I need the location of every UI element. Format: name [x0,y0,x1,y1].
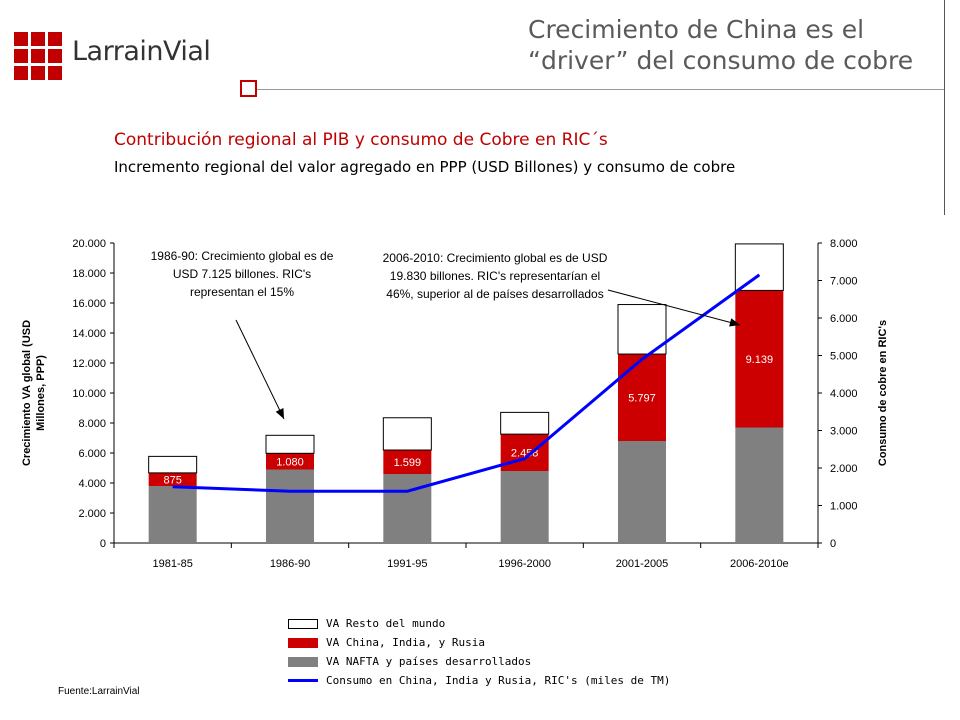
annotation-text: 2006-2010: Crecimiento global es de USD [383,251,608,265]
annotation-background [355,249,635,299]
bar-segment [383,474,432,543]
bar-data-label: 5.797 [628,393,656,405]
chart-section-title: Contribución regional al PIB y consumo d… [114,130,608,150]
y-tick-label: 20.000 [72,238,106,250]
y2-axis-title: Consumo de cobre en RIC's [877,320,889,466]
page-title: Crecimiento de China es el “driver” del … [528,14,948,76]
logo-text: LarrainVial [72,36,211,67]
y2-tick-label: 4.000 [830,388,858,400]
y-axis-title: Crecimiento VA global (USD Millones, PPP) [21,320,47,466]
legend-label-ric: VA China, India, y Rusia [326,636,485,649]
bar-segment [500,411,550,435]
source-note: Fuente:LarrainVial [58,686,140,697]
bar-data-label: 1.080 [276,456,304,468]
legend-item-nafta: VA NAFTA y países desarrollados [288,652,670,671]
y-tick-label: 8.000 [78,418,106,430]
larrainvial-logo-icon [14,32,62,80]
bar-segment [383,450,432,474]
x-tick-label: 1981-85 [152,558,192,570]
bar-segment [266,469,314,543]
bar-data-label: 9.139 [746,354,774,366]
y-tick-label: 18.000 [72,268,106,280]
decor-vertical-rule [944,0,945,215]
y-axis-title-line: Crecimiento VA global (USD [21,320,33,466]
bar-segment [382,417,432,451]
decor-square-icon [240,80,257,97]
y-tick-label: 14.000 [72,328,106,340]
legend-label-consumo: Consumo en China, India y Rusia, RIC's (… [326,674,671,687]
bar-segment [735,427,784,543]
title-line-1: Crecimiento de China es el [528,15,865,44]
bar-segment [148,472,197,486]
x-tick-label: 2006-2010e [730,558,789,570]
annotation-arrow-line [607,289,741,326]
x-tick-label: 2001-2005 [616,558,669,570]
legend-swatch-ric [288,637,318,648]
legend-label-nafta: VA NAFTA y países desarrollados [326,655,532,668]
legend-label-resto: VA Resto del mundo [326,617,446,630]
bar-segment [266,453,314,470]
legend-swatch-resto [288,618,318,629]
x-tick-label: 1996-2000 [498,558,551,570]
bar-segment [500,471,549,543]
legend-item-ric: VA China, India, y Rusia [288,633,670,652]
annotation-arrow-line [235,319,285,420]
bar-segment [265,434,315,454]
y-tick-label: 0 [100,538,106,550]
copper-consumption-line [172,273,761,493]
x-tick-label: 1991-95 [387,558,427,570]
bar-data-label: 1.599 [394,457,422,469]
x-tick-label: 1986-90 [270,558,310,570]
bar-data-label: 2.458 [511,448,539,460]
y2-tick-label: 8.000 [830,238,858,250]
legend-item-consumo: Consumo en China, India y Rusia, RIC's (… [288,671,670,690]
legend-swatch-consumo [288,679,318,682]
bar-segment [500,434,549,471]
decor-horizontal-rule [240,89,944,90]
bar-segment [148,486,197,543]
bar-segment [148,455,198,474]
annotation-arrowhead-icon [275,408,284,419]
bar-segment [734,243,784,291]
y-tick-label: 12.000 [72,358,106,370]
y2-tick-label: 1.000 [830,501,858,513]
y2-tick-label: 6.000 [830,313,858,325]
y-tick-label: 2.000 [78,508,106,520]
legend-item-resto: VA Resto del mundo [288,614,670,633]
annotation-arrowhead-icon [729,318,740,327]
y-tick-label: 10.000 [72,388,106,400]
annotation-text: USD 7.125 billones. RIC's [173,267,311,281]
annotation-text: 19.830 billones. RIC's representarían el [390,269,600,283]
chart-legend: VA Resto del mundo VA China, India, y Ru… [288,614,670,690]
bar-segment [618,441,666,543]
y-tick-label: 6.000 [78,448,106,460]
annotation-background [129,247,355,297]
bar-segment [617,304,667,355]
y-axis-title-line: Millones, PPP) [35,355,47,431]
legend-swatch-nafta [288,656,318,667]
bar-data-label: 875 [163,474,181,486]
title-line-2: “driver” del consumo de cobre [528,46,914,75]
y2-tick-label: 2.000 [830,463,858,475]
bar-segment [735,290,784,428]
y2-tick-label: 5.000 [830,351,858,363]
y-tick-label: 16.000 [72,298,106,310]
annotation-text: 1986-90: Crecimiento global es de [151,249,334,263]
y2-tick-label: 0 [830,538,836,550]
annotation-text: 46%, superior al de países desarrollados [386,287,603,301]
y2-tick-label: 3.000 [830,426,858,438]
annotation-text: representan el 15% [190,285,294,299]
chart-section-subtitle: Incremento regional del valor agregado e… [114,158,736,176]
va-copper-chart: 0 2.000 4.000 6.000 8.000 10.000 12.000 14.000 1… [21,238,889,570]
y-tick-label: 4.000 [78,478,106,490]
bar-segment [618,354,666,441]
y2-tick-label: 7.000 [830,276,858,288]
